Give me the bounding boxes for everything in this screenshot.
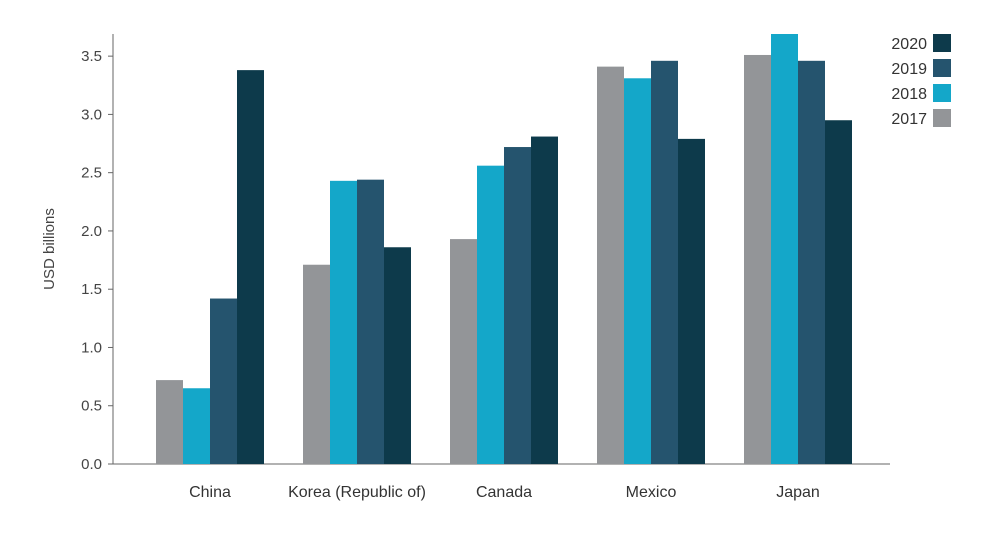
bar-2017 xyxy=(744,54,771,464)
x-category-label: Korea (Republic of) xyxy=(288,484,426,501)
legend-label: 2017 xyxy=(891,111,927,128)
bar-2019 xyxy=(210,298,237,464)
legend: 2020 2019 2018 2017 xyxy=(891,34,951,128)
y-tick-label: 1.5 xyxy=(81,281,102,298)
y-tick-label: 0.5 xyxy=(81,398,102,415)
bar-2018 xyxy=(771,34,798,464)
bar-2017 xyxy=(450,239,477,464)
legend-item: 2020 xyxy=(891,34,951,53)
y-tick-label: 0.0 xyxy=(81,456,102,473)
bar-2018 xyxy=(477,165,504,464)
legend-label: 2018 xyxy=(891,86,927,103)
legend-item: 2019 xyxy=(891,59,951,78)
bar-group xyxy=(156,70,264,464)
y-tick-label: 2.0 xyxy=(81,223,102,240)
y-tick-label: 3.5 xyxy=(81,48,102,65)
y-axis: 0.0 0.5 1.0 1.5 2.0 2.5 3.0 3.5 xyxy=(81,34,114,473)
legend-swatch xyxy=(933,59,951,77)
bar-2020 xyxy=(531,136,558,464)
bar-2020 xyxy=(825,120,852,464)
bar-2019 xyxy=(651,60,678,464)
bar-2020 xyxy=(384,247,411,464)
x-category-label: China xyxy=(189,484,231,501)
y-tick-label: 3.0 xyxy=(81,106,102,123)
bar-2018 xyxy=(624,78,651,464)
bar-group xyxy=(744,34,852,464)
legend-label: 2019 xyxy=(891,61,927,78)
bar-2019 xyxy=(357,179,384,465)
bar-2017 xyxy=(597,66,624,464)
bar-group xyxy=(597,60,705,464)
category-labels: China Korea (Republic of) Canada Mexico Japa… xyxy=(189,484,820,501)
legend-label: 2020 xyxy=(891,36,927,53)
y-tick-label: 2.5 xyxy=(81,165,102,182)
bar-2017 xyxy=(303,264,330,464)
bar-group xyxy=(450,136,558,465)
bar-2020 xyxy=(237,70,264,464)
legend-swatch xyxy=(933,109,951,127)
bar-2019 xyxy=(504,147,531,465)
legend-swatch xyxy=(933,84,951,102)
bar-2019 xyxy=(798,60,825,464)
bar-2018 xyxy=(330,180,357,464)
x-category-label: Canada xyxy=(476,484,532,501)
legend-item: 2018 xyxy=(891,84,951,103)
y-axis-title: USD billions xyxy=(41,208,58,290)
x-category-label: Mexico xyxy=(626,484,677,501)
y-tick-label: 1.0 xyxy=(81,339,102,356)
bar-group xyxy=(303,179,411,465)
legend-swatch xyxy=(933,34,951,52)
legend-item: 2017 xyxy=(891,109,951,128)
bars xyxy=(156,34,852,465)
bar-2017 xyxy=(156,380,183,464)
bar-2020 xyxy=(678,138,705,464)
bar-2018 xyxy=(183,388,210,464)
x-category-label: Japan xyxy=(776,484,820,501)
